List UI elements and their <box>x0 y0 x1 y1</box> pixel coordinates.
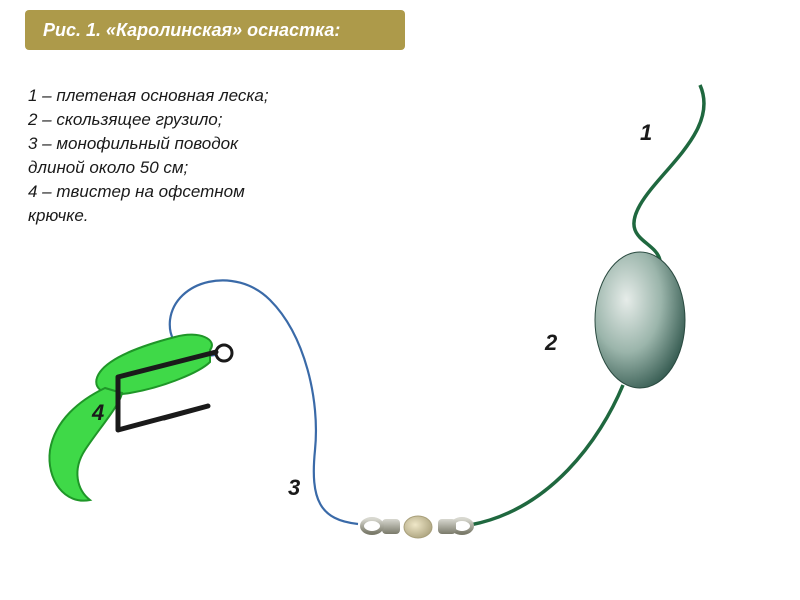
mono-leader <box>170 280 358 524</box>
swivel <box>362 516 472 538</box>
twister-tail <box>49 388 122 501</box>
main-line-below <box>470 385 623 525</box>
twister-body <box>96 335 212 394</box>
sliding-sinker <box>595 252 685 388</box>
callout-2: 2 <box>545 330 557 356</box>
callout-1: 1 <box>640 120 652 146</box>
callout-3: 3 <box>288 475 300 501</box>
rig-diagram <box>0 0 800 600</box>
main-line-top <box>634 85 704 260</box>
callout-4: 4 <box>92 400 104 426</box>
